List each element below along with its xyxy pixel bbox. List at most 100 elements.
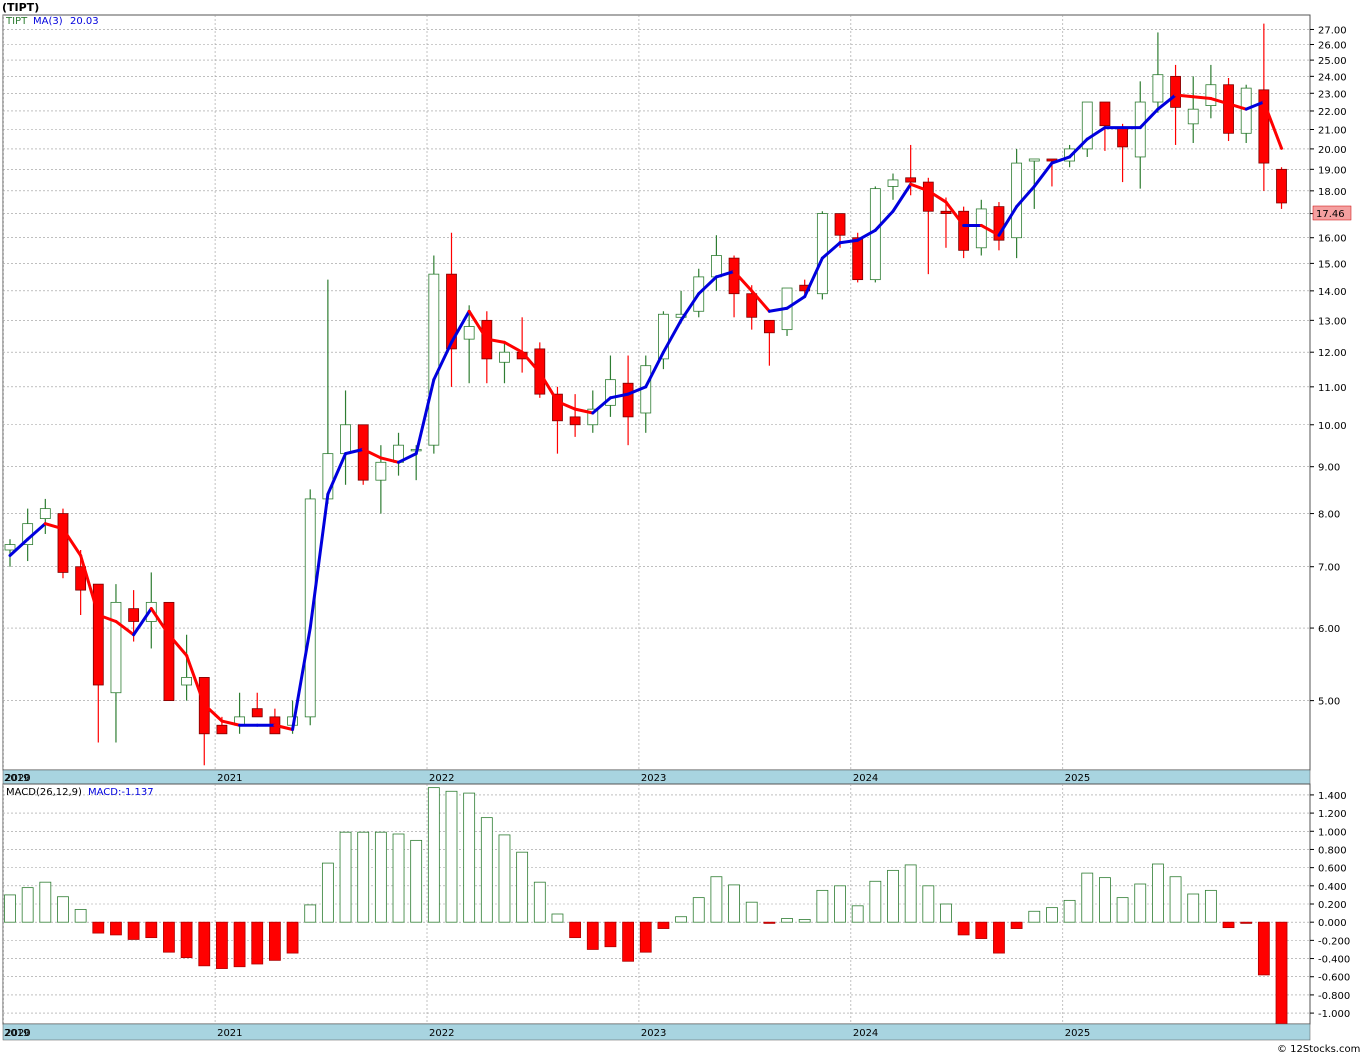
ma-segment bbox=[61, 527, 83, 557]
price-axis: 5.00 6.00 7.00 8.00 9.00 10.00 11.00 12.00 13.00… bbox=[1310, 25, 1347, 708]
ma-segment bbox=[997, 205, 1019, 237]
candle-body bbox=[1187, 108, 1199, 125]
macd-bar bbox=[4, 894, 16, 923]
macd-bar bbox=[940, 903, 952, 923]
macd-tick-label: 0.400 bbox=[1318, 882, 1347, 893]
candle-body bbox=[675, 313, 687, 318]
candle-body bbox=[1223, 84, 1234, 134]
year-label: 2023 bbox=[641, 1028, 666, 1039]
candle-body bbox=[110, 601, 122, 694]
ma-segment bbox=[43, 522, 65, 531]
macd-bar bbox=[480, 817, 493, 923]
macd-bar bbox=[781, 918, 793, 923]
macd-bar bbox=[622, 921, 634, 962]
macd-bar bbox=[710, 876, 723, 923]
ma-segment bbox=[361, 447, 383, 460]
candle-body bbox=[1117, 127, 1128, 148]
candle-body bbox=[145, 601, 157, 622]
macd-bar bbox=[410, 839, 423, 923]
candle-body bbox=[869, 188, 881, 281]
macd-bar bbox=[57, 896, 69, 923]
macd-bar bbox=[180, 921, 193, 959]
moving-average-line bbox=[8, 93, 1284, 731]
candle-body bbox=[922, 181, 934, 212]
year-label: 2020 bbox=[5, 773, 30, 784]
macd-bar bbox=[604, 921, 617, 948]
macd-bar bbox=[1152, 863, 1164, 923]
price-tick-label: 13.00 bbox=[1318, 316, 1347, 327]
price-tick-label: 18.00 bbox=[1318, 187, 1347, 198]
price-tick-label: 15.00 bbox=[1318, 259, 1347, 270]
legend-ma-value: 20.03 bbox=[70, 16, 99, 27]
candle-body bbox=[958, 210, 970, 251]
macd-bar bbox=[887, 869, 899, 923]
ma-segment bbox=[467, 309, 489, 341]
macd-bar bbox=[551, 913, 564, 923]
macd-tick-label: -0.400 bbox=[1318, 955, 1350, 966]
macd-bar bbox=[145, 921, 158, 939]
macd-bar bbox=[1169, 876, 1182, 923]
ma-segment bbox=[820, 241, 842, 260]
candle-body bbox=[340, 424, 351, 455]
price-tick-label: 22.00 bbox=[1318, 107, 1347, 118]
ma-segment bbox=[661, 318, 683, 354]
macd-bar bbox=[463, 792, 476, 923]
year-label: 2022 bbox=[429, 1028, 454, 1039]
candle-body bbox=[1134, 101, 1146, 158]
macd-bar bbox=[816, 889, 829, 923]
ma-segment bbox=[573, 407, 595, 415]
ma-segment bbox=[732, 269, 754, 293]
price-tick-label: 19.00 bbox=[1318, 165, 1347, 176]
price-tick-label: 24.00 bbox=[1318, 72, 1347, 83]
candle-body bbox=[463, 326, 475, 340]
year-label: 2022 bbox=[429, 773, 454, 784]
candle-body bbox=[57, 513, 69, 573]
macd-bar bbox=[127, 921, 140, 940]
macd-bar bbox=[163, 921, 175, 953]
year-label: 2020 bbox=[5, 1028, 30, 1039]
macd-bar bbox=[1099, 877, 1111, 923]
year-label: 2024 bbox=[853, 773, 878, 784]
candle-body bbox=[569, 416, 581, 426]
price-tick-label: 14.00 bbox=[1318, 287, 1347, 298]
macd-bar bbox=[1187, 893, 1200, 923]
ma-segment bbox=[626, 385, 648, 396]
ma-segment bbox=[644, 350, 665, 389]
macd-bar bbox=[1257, 921, 1270, 976]
macd-bar bbox=[1204, 889, 1217, 923]
ma-segment bbox=[591, 396, 612, 415]
ma-segment bbox=[291, 626, 312, 731]
macd-tick-label: 0.200 bbox=[1318, 900, 1347, 911]
price-tick-label: 11.00 bbox=[1318, 383, 1347, 394]
macd-bar bbox=[339, 831, 352, 923]
macd-bar bbox=[374, 831, 387, 923]
ma-segment bbox=[750, 289, 771, 313]
macd-bar bbox=[392, 833, 405, 923]
macd-bar bbox=[993, 921, 1005, 954]
ma-segment bbox=[432, 340, 453, 382]
candle-body bbox=[92, 583, 104, 686]
price-tick-label: 12.00 bbox=[1318, 348, 1347, 359]
macd-bar bbox=[834, 885, 846, 923]
ma-segment bbox=[485, 337, 506, 344]
macd-bar bbox=[1028, 910, 1041, 923]
macd-bar bbox=[1063, 899, 1076, 923]
macd-bar bbox=[745, 901, 758, 923]
ma-segment bbox=[1209, 97, 1231, 106]
macd-bar bbox=[92, 921, 105, 934]
macd-bar bbox=[639, 921, 652, 953]
candle-body bbox=[993, 206, 1005, 241]
macd-bar bbox=[904, 864, 917, 923]
candle-body bbox=[375, 461, 387, 481]
macd-bar bbox=[233, 921, 246, 968]
legend-ticker: TIPT bbox=[5, 16, 28, 27]
candle-body bbox=[1170, 75, 1181, 108]
ma-segment bbox=[1032, 161, 1054, 188]
ma-segment bbox=[1156, 93, 1178, 111]
ma-segment bbox=[555, 400, 577, 411]
ma-segment bbox=[1085, 126, 1107, 141]
ma-segment bbox=[1262, 100, 1284, 150]
macd-tick-label: -0.200 bbox=[1318, 936, 1350, 947]
price-tick-label: 25.00 bbox=[1318, 56, 1347, 67]
